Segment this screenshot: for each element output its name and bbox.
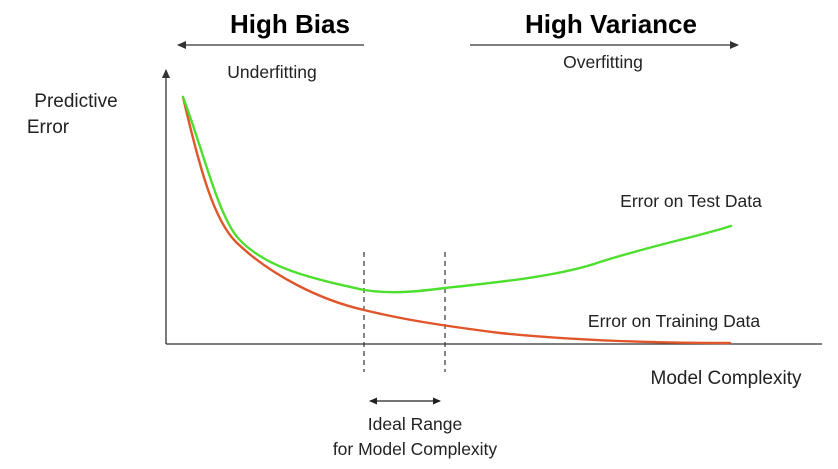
ideal-range-label-line2: for Model Complexity bbox=[333, 439, 498, 459]
underfitting-label: Underfitting bbox=[227, 62, 317, 82]
ideal-range-label-line1: Ideal Range bbox=[368, 414, 462, 434]
x-axis-label: Model Complexity bbox=[651, 368, 802, 389]
overfitting-label: Overfitting bbox=[563, 52, 643, 72]
y-axis-label-line2: Error bbox=[27, 117, 70, 138]
y-axis-label-line1: Predictive bbox=[34, 91, 117, 112]
test-error-label: Error on Test Data bbox=[620, 191, 762, 211]
high-variance-title: High Variance bbox=[525, 9, 697, 39]
test-error-curve bbox=[181, 95, 733, 294]
training-error-label: Error on Training Data bbox=[588, 311, 760, 331]
high-bias-title: High Bias bbox=[230, 9, 350, 39]
training-error-curve bbox=[181, 95, 732, 345]
